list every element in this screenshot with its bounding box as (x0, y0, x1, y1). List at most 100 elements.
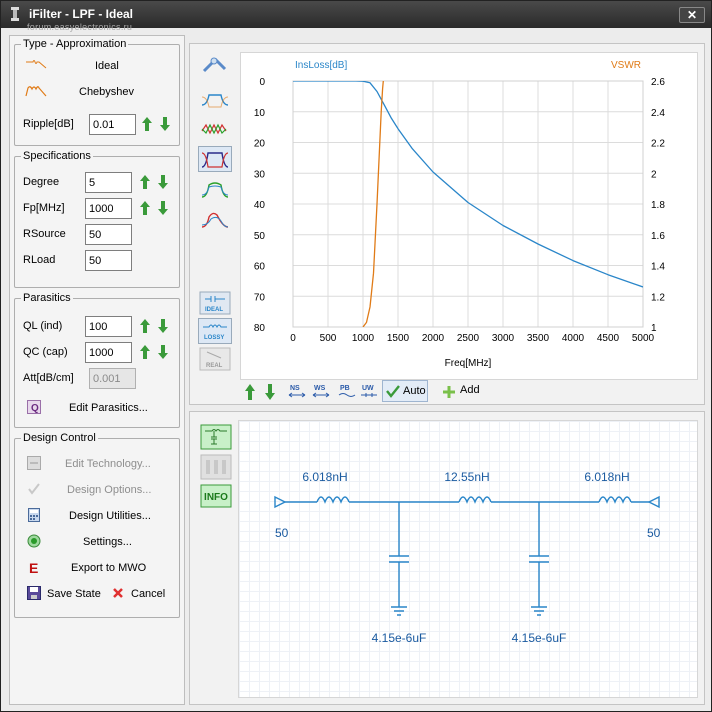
right-tick-label: 2.4 (651, 108, 665, 119)
save-state-button[interactable]: Save State (47, 588, 101, 600)
real-mode-button[interactable]: REAL (198, 346, 232, 372)
reflection-button[interactable] (198, 206, 232, 232)
inductor-l3 (598, 496, 632, 504)
ns-label: NS (290, 385, 300, 392)
export-mwo-icon: E (29, 560, 38, 574)
degree-input[interactable] (85, 172, 132, 193)
qc-down-arrow-icon[interactable] (157, 344, 169, 360)
degree-up-arrow-icon[interactable] (139, 174, 151, 190)
x-tick-label: 5000 (632, 333, 655, 344)
transmission-button[interactable] (198, 176, 232, 202)
chart-down-arrow-icon[interactable] (264, 382, 276, 402)
lossy-mode-button[interactable]: LOSSY (198, 318, 232, 344)
qc-input[interactable] (85, 342, 132, 363)
ideal-mode-button[interactable]: IDEAL (198, 290, 232, 316)
left-tick-label: 70 (254, 292, 266, 303)
chart-panel: IDEAL LOSSY REAL 0 500 1000 1500 2000 2500 300… (189, 43, 705, 405)
add-icon[interactable] (442, 382, 456, 402)
rload-input[interactable] (85, 250, 132, 271)
design-options-button[interactable]: Design Options... (67, 484, 152, 496)
ripple-label: Ripple[dB] (23, 118, 74, 130)
real-mode-icon: REAL (199, 347, 231, 371)
x-tick-labels: 0 500 1000 1500 2000 2500 3000 3500 4000 4500 5000 (290, 333, 654, 344)
x-tick-label: 4000 (562, 333, 585, 344)
ideal-mode-label: IDEAL (205, 307, 223, 313)
info-button[interactable]: INFO (200, 484, 232, 510)
schematic-area[interactable]: 6.018nH 12.55nH 6.018nH 4.15e-6uF 4.15e-… (238, 420, 698, 698)
insloss-series-line (293, 81, 643, 288)
right-tick-label: 1.4 (651, 262, 665, 273)
specifications-legend: Specifications (23, 150, 91, 162)
right-tick-label: 2.6 (651, 77, 665, 88)
info-label: INFO (204, 492, 228, 503)
chart-plot-area[interactable]: 0 500 1000 1500 2000 2500 3000 3500 4000 4500 5000… (240, 52, 698, 380)
pb-label: PB (340, 385, 350, 392)
port-left-icon (274, 495, 287, 509)
save-icon (27, 586, 41, 600)
lowpass-response-button[interactable] (198, 86, 232, 112)
fp-down-arrow-icon[interactable] (157, 200, 169, 216)
specifications-group: Specifications Degree Fp[MHz] RSource RL… (14, 150, 180, 288)
group-delay-icon (201, 123, 227, 135)
l2-value: 12.55nH (444, 470, 489, 484)
ql-input[interactable] (85, 316, 132, 337)
chart-series (293, 81, 643, 327)
left-panel: Type - Approximation Ideal Chebyshev Rip… (9, 35, 185, 705)
ql-up-arrow-icon[interactable] (139, 318, 151, 334)
edit-parasitics-button[interactable]: Edit Parasitics... (69, 402, 148, 414)
left-tick-label: 80 (254, 323, 266, 334)
schematic-icon (200, 424, 232, 450)
fp-up-arrow-icon[interactable] (139, 200, 151, 216)
ripple-down-arrow-icon[interactable] (159, 116, 171, 132)
ideal-option[interactable]: Ideal (95, 60, 119, 72)
uw-button[interactable]: UW (360, 382, 378, 402)
fp-input[interactable] (85, 198, 132, 219)
chart-up-arrow-icon[interactable] (244, 382, 256, 402)
cancel-button[interactable]: Cancel (131, 588, 166, 600)
right-tick-label: 1.6 (651, 231, 665, 242)
ylabel-right: VSWR (611, 60, 641, 71)
group-delay-button[interactable] (198, 116, 232, 142)
lpf-schematic: 6.018nH 12.55nH 6.018nH 4.15e-6uF 4.15e-… (274, 470, 661, 645)
x-tick-label: 2500 (457, 333, 480, 344)
x-tick-label: 2000 (422, 333, 445, 344)
tune-button[interactable] (198, 52, 232, 78)
schematic-view-button[interactable] (200, 424, 232, 450)
x-tick-label: 1500 (387, 333, 410, 344)
design-control-legend: Design Control (23, 432, 96, 444)
inductor-l2 (458, 496, 492, 504)
watermark: forum.easyelectronics.ru (27, 22, 133, 32)
add-button[interactable]: Add (460, 384, 480, 396)
x-tick-label: 3000 (492, 333, 515, 344)
export-mwo-button[interactable]: Export to MWO (71, 562, 147, 574)
right-tick-labels: 2.6 2.4 2.2 2 1.8 1.6 1.4 1.2 1 (651, 77, 665, 334)
left-tick-label: 0 (259, 77, 265, 88)
rsource-input[interactable] (85, 224, 132, 245)
parasitics-legend: Parasitics (23, 292, 71, 304)
ql-down-arrow-icon[interactable] (157, 318, 169, 334)
ripple-input[interactable] (89, 114, 136, 135)
pb-button[interactable]: PB (338, 382, 356, 402)
ns-button[interactable]: NS (288, 382, 306, 402)
edit-technology-button[interactable]: Edit Technology... (65, 458, 151, 470)
edit-parasitics-icon: Q (27, 400, 41, 414)
ws-button[interactable]: WS (312, 382, 330, 402)
degree-down-arrow-icon[interactable] (157, 174, 169, 190)
port1-impedance: 50 (275, 526, 289, 540)
auto-toggle[interactable]: Auto (382, 380, 428, 402)
settings-button[interactable]: Settings... (83, 536, 132, 548)
close-button[interactable]: ✕ (679, 7, 705, 23)
chebyshev-option[interactable]: Chebyshev (79, 86, 135, 98)
ql-label: QL (ind) (23, 320, 63, 332)
ripple-up-arrow-icon[interactable] (141, 116, 153, 132)
layout-view-button[interactable] (200, 454, 232, 480)
design-utilities-button[interactable]: Design Utilities... (69, 510, 151, 522)
auto-label: Auto (403, 385, 426, 397)
layout-icon (200, 454, 232, 480)
circuit-panel: INFO 6.018nH 12.55nH (189, 411, 705, 705)
insloss-vswr-button[interactable] (198, 146, 232, 172)
tune-icon (202, 57, 227, 73)
left-tick-label: 10 (254, 108, 266, 119)
fp-label: Fp[MHz] (23, 202, 65, 214)
qc-up-arrow-icon[interactable] (139, 344, 151, 360)
